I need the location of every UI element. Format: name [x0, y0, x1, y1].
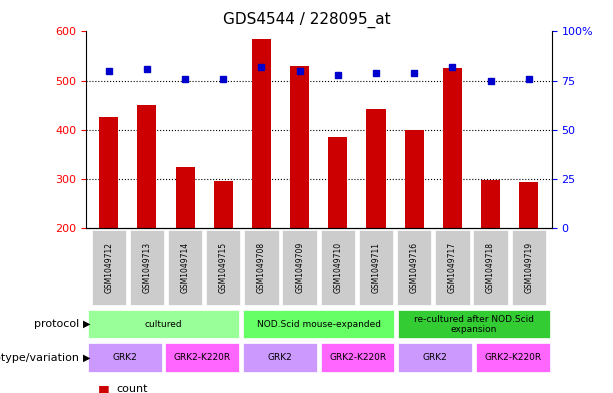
Text: GSM1049712: GSM1049712 [104, 242, 113, 293]
Text: GDS4544 / 228095_at: GDS4544 / 228095_at [223, 12, 390, 28]
Bar [99, 118, 118, 228]
Text: genotype/variation: genotype/variation [0, 353, 80, 363]
FancyBboxPatch shape [397, 230, 432, 305]
Text: GSM1049711: GSM1049711 [371, 242, 381, 293]
Bar [137, 105, 156, 228]
Text: GSM1049709: GSM1049709 [295, 242, 304, 293]
FancyBboxPatch shape [88, 343, 162, 372]
Text: cultured: cultured [145, 320, 182, 329]
Text: GSM1049710: GSM1049710 [333, 242, 342, 293]
Text: ▶: ▶ [83, 319, 90, 329]
FancyBboxPatch shape [321, 343, 395, 372]
FancyBboxPatch shape [130, 230, 164, 305]
Bar [290, 66, 309, 228]
Text: GSM1049715: GSM1049715 [219, 242, 228, 293]
Text: re-cultured after NOD.Scid
expansion: re-cultured after NOD.Scid expansion [414, 314, 534, 334]
Text: GRK2-K220R: GRK2-K220R [329, 353, 386, 362]
FancyBboxPatch shape [168, 230, 202, 305]
Text: GSM1049716: GSM1049716 [409, 242, 419, 293]
Text: GSM1049717: GSM1049717 [448, 242, 457, 293]
FancyBboxPatch shape [243, 310, 395, 338]
Text: GSM1049713: GSM1049713 [142, 242, 151, 293]
Text: GRK2: GRK2 [267, 353, 292, 362]
Bar [329, 137, 348, 228]
Text: GRK2: GRK2 [423, 353, 447, 362]
FancyBboxPatch shape [166, 343, 239, 372]
FancyBboxPatch shape [398, 310, 550, 338]
Text: GSM1049708: GSM1049708 [257, 242, 266, 293]
Text: GSM1049714: GSM1049714 [181, 242, 189, 293]
Text: ■: ■ [98, 382, 110, 393]
Text: GRK2-K220R: GRK2-K220R [484, 353, 541, 362]
Bar [367, 108, 386, 228]
Bar [405, 130, 424, 228]
Text: GSM1049718: GSM1049718 [486, 242, 495, 293]
Text: ▶: ▶ [83, 353, 90, 363]
FancyBboxPatch shape [283, 230, 317, 305]
Text: protocol: protocol [34, 319, 80, 329]
FancyBboxPatch shape [88, 310, 239, 338]
FancyBboxPatch shape [321, 230, 355, 305]
FancyBboxPatch shape [476, 343, 550, 372]
FancyBboxPatch shape [243, 343, 317, 372]
FancyBboxPatch shape [359, 230, 393, 305]
FancyBboxPatch shape [91, 230, 126, 305]
FancyBboxPatch shape [435, 230, 470, 305]
Bar [175, 167, 195, 228]
Bar [214, 181, 233, 228]
Text: GSM1049719: GSM1049719 [524, 242, 533, 293]
Bar [443, 68, 462, 228]
FancyBboxPatch shape [206, 230, 240, 305]
Bar [252, 39, 271, 228]
FancyBboxPatch shape [245, 230, 279, 305]
FancyBboxPatch shape [398, 343, 472, 372]
Text: GRK2: GRK2 [112, 353, 137, 362]
Text: count: count [116, 384, 148, 393]
FancyBboxPatch shape [512, 230, 546, 305]
Bar [481, 180, 500, 228]
Text: GRK2-K220R: GRK2-K220R [173, 353, 231, 362]
FancyBboxPatch shape [473, 230, 508, 305]
Text: NOD.Scid mouse-expanded: NOD.Scid mouse-expanded [257, 320, 381, 329]
Bar [519, 182, 538, 228]
